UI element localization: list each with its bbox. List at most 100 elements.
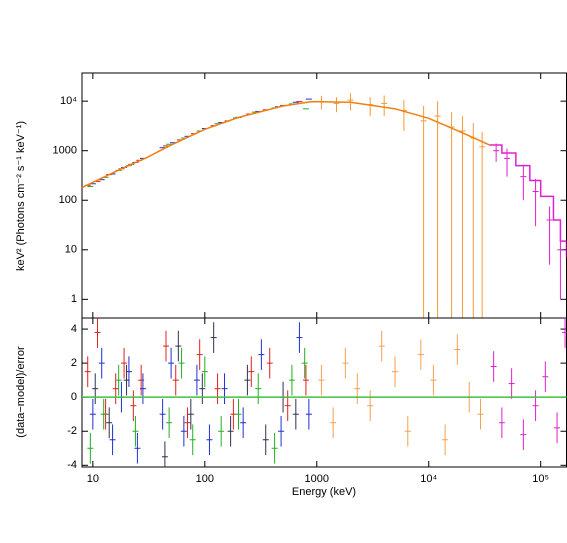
data-point xyxy=(479,131,486,318)
data-point xyxy=(459,116,466,318)
data-point xyxy=(542,361,549,393)
data-point xyxy=(196,339,203,370)
data-point xyxy=(490,351,497,382)
data-point xyxy=(292,398,299,430)
data-point xyxy=(132,415,139,447)
data-point xyxy=(296,322,303,353)
data-point xyxy=(255,373,262,404)
data-point xyxy=(342,347,349,379)
data-point xyxy=(532,390,539,422)
plot-area xyxy=(82,318,567,467)
data-point xyxy=(508,368,515,399)
data-point xyxy=(278,415,285,447)
data-point xyxy=(367,390,374,422)
data-point xyxy=(417,339,424,370)
data-point xyxy=(121,347,128,379)
data-point xyxy=(166,407,173,439)
data-point xyxy=(498,407,505,439)
plot-frame xyxy=(81,72,567,319)
y-tick-label: 1 xyxy=(71,293,77,305)
data-point xyxy=(244,364,251,396)
data-point xyxy=(400,100,407,131)
data-point xyxy=(420,105,427,318)
data-point xyxy=(354,373,361,404)
data-point xyxy=(123,364,130,396)
data-point xyxy=(258,339,265,370)
data-point xyxy=(100,398,107,430)
data-point xyxy=(470,123,477,318)
data-point xyxy=(112,373,119,404)
plot-frame xyxy=(81,317,567,468)
data-point xyxy=(288,364,295,396)
data-point xyxy=(159,398,166,430)
data-point xyxy=(240,407,247,439)
x-tick-label: 10⁴ xyxy=(420,473,437,485)
y-tick-label: 1000 xyxy=(53,145,77,157)
y-tick-label: -2 xyxy=(67,425,77,437)
data-point xyxy=(221,373,228,404)
data-point xyxy=(557,235,564,300)
x-tick-label: 100 xyxy=(196,473,214,485)
y-tick-label: 10⁴ xyxy=(60,95,77,107)
data-point xyxy=(189,424,196,456)
data-point xyxy=(187,398,194,430)
x-tick-label: 10⁵ xyxy=(532,473,549,485)
data-point xyxy=(448,112,455,318)
data-point xyxy=(227,415,234,447)
data-point xyxy=(378,330,385,362)
data-point xyxy=(477,398,484,430)
data-point xyxy=(218,415,225,447)
data-point xyxy=(193,364,200,396)
y-tick-label: 4 xyxy=(71,323,77,335)
data-point xyxy=(493,143,500,162)
data-point xyxy=(454,334,461,365)
data-point xyxy=(520,165,527,201)
data-point xyxy=(305,398,312,430)
y-tick-label: 0 xyxy=(71,391,77,403)
data-point xyxy=(178,347,185,379)
data-point xyxy=(161,441,168,467)
data-point xyxy=(562,318,567,348)
data-point xyxy=(520,419,527,450)
data-point xyxy=(168,347,175,379)
data-point xyxy=(92,373,99,404)
data-point xyxy=(230,398,237,430)
y-tick-label: 10 xyxy=(65,244,77,256)
data-point xyxy=(175,330,182,362)
model-line xyxy=(82,100,490,189)
data-point xyxy=(89,398,96,430)
data-point xyxy=(162,330,169,362)
data-point xyxy=(184,407,191,439)
data-point xyxy=(302,364,309,396)
data-point xyxy=(284,390,291,422)
data-point xyxy=(333,97,340,113)
data-point xyxy=(392,356,399,387)
data-point xyxy=(554,412,561,444)
data-point xyxy=(214,373,221,404)
data-point xyxy=(134,432,141,464)
data-point xyxy=(546,206,553,265)
data-point xyxy=(404,415,411,447)
data-point xyxy=(301,347,308,379)
data-point xyxy=(330,407,337,439)
data-point xyxy=(94,318,101,348)
data-point xyxy=(206,424,213,456)
data-point xyxy=(180,415,187,447)
x-tick-label: 1000 xyxy=(305,473,329,485)
data-point xyxy=(106,407,113,439)
y-axis-label: (data−model)/error xyxy=(15,346,27,438)
data-point xyxy=(130,390,137,422)
data-point xyxy=(318,95,325,110)
data-point xyxy=(84,356,91,387)
data-point xyxy=(98,347,105,379)
y-tick-label: 2 xyxy=(71,357,77,369)
data-point xyxy=(235,398,242,430)
data-point xyxy=(381,95,388,117)
data-point xyxy=(442,424,449,456)
data-point xyxy=(434,101,441,318)
data-point xyxy=(266,347,273,379)
data-point xyxy=(115,364,122,396)
data-point xyxy=(199,373,206,404)
data-point xyxy=(271,432,278,464)
